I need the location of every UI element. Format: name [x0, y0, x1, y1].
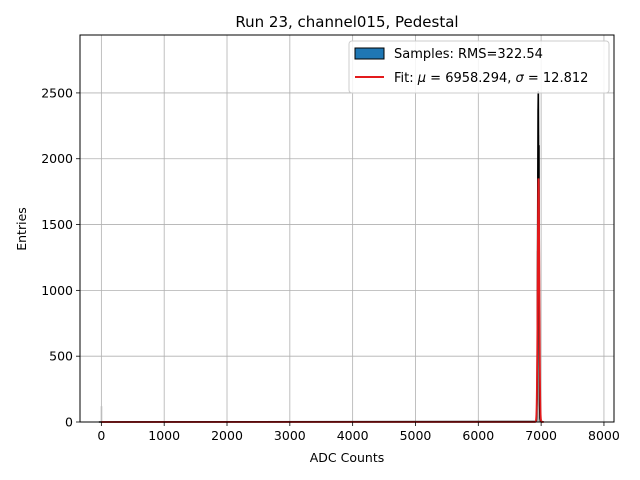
y-axis-label: Entries	[14, 207, 29, 251]
legend-samples-swatch	[354, 47, 385, 60]
y-axis-ticks: 0 500 1000 1500 2000 2500	[41, 85, 80, 430]
y-tick-label: 1500	[41, 217, 73, 232]
x-axis-label: ADC Counts	[310, 450, 385, 465]
x-tick-label: 8000	[588, 428, 620, 443]
x-tick-label: 4000	[337, 428, 369, 443]
x-tick-label: 5000	[400, 428, 432, 443]
x-tick-label: 7000	[525, 428, 557, 443]
legend-fit-label: Fit: μ = 6958.294, σ = 12.812	[394, 71, 588, 86]
x-tick-label: 6000	[462, 428, 494, 443]
legend-box	[348, 40, 610, 94]
x-tick-label: 1000	[148, 428, 180, 443]
x-tick-label: 0	[97, 428, 105, 443]
histogram-outline	[98, 90, 544, 423]
y-tick-label: 500	[49, 349, 73, 364]
chart-title: Run 23, channel015, Pedestal	[235, 13, 458, 31]
y-tick-label: 2500	[41, 85, 73, 100]
x-axis-ticks: 0 1000 2000 3000 4000 5000 6000 7000 8000	[97, 422, 620, 443]
histogram-series	[98, 90, 544, 423]
y-tick-label: 0	[65, 415, 73, 430]
y-tick-label: 2000	[41, 151, 73, 166]
grid-lines	[80, 35, 614, 423]
y-tick-label: 1000	[41, 283, 73, 298]
legend: Samples: RMS=322.54 Fit: μ = 6958.294, σ…	[348, 40, 610, 94]
fit-series	[101, 178, 544, 423]
plot-frame	[79, 34, 615, 423]
x-tick-label: 3000	[274, 428, 306, 443]
fit-curve	[101, 178, 544, 423]
legend-samples-label: Samples: RMS=322.54	[394, 47, 543, 62]
x-tick-label: 2000	[211, 428, 243, 443]
